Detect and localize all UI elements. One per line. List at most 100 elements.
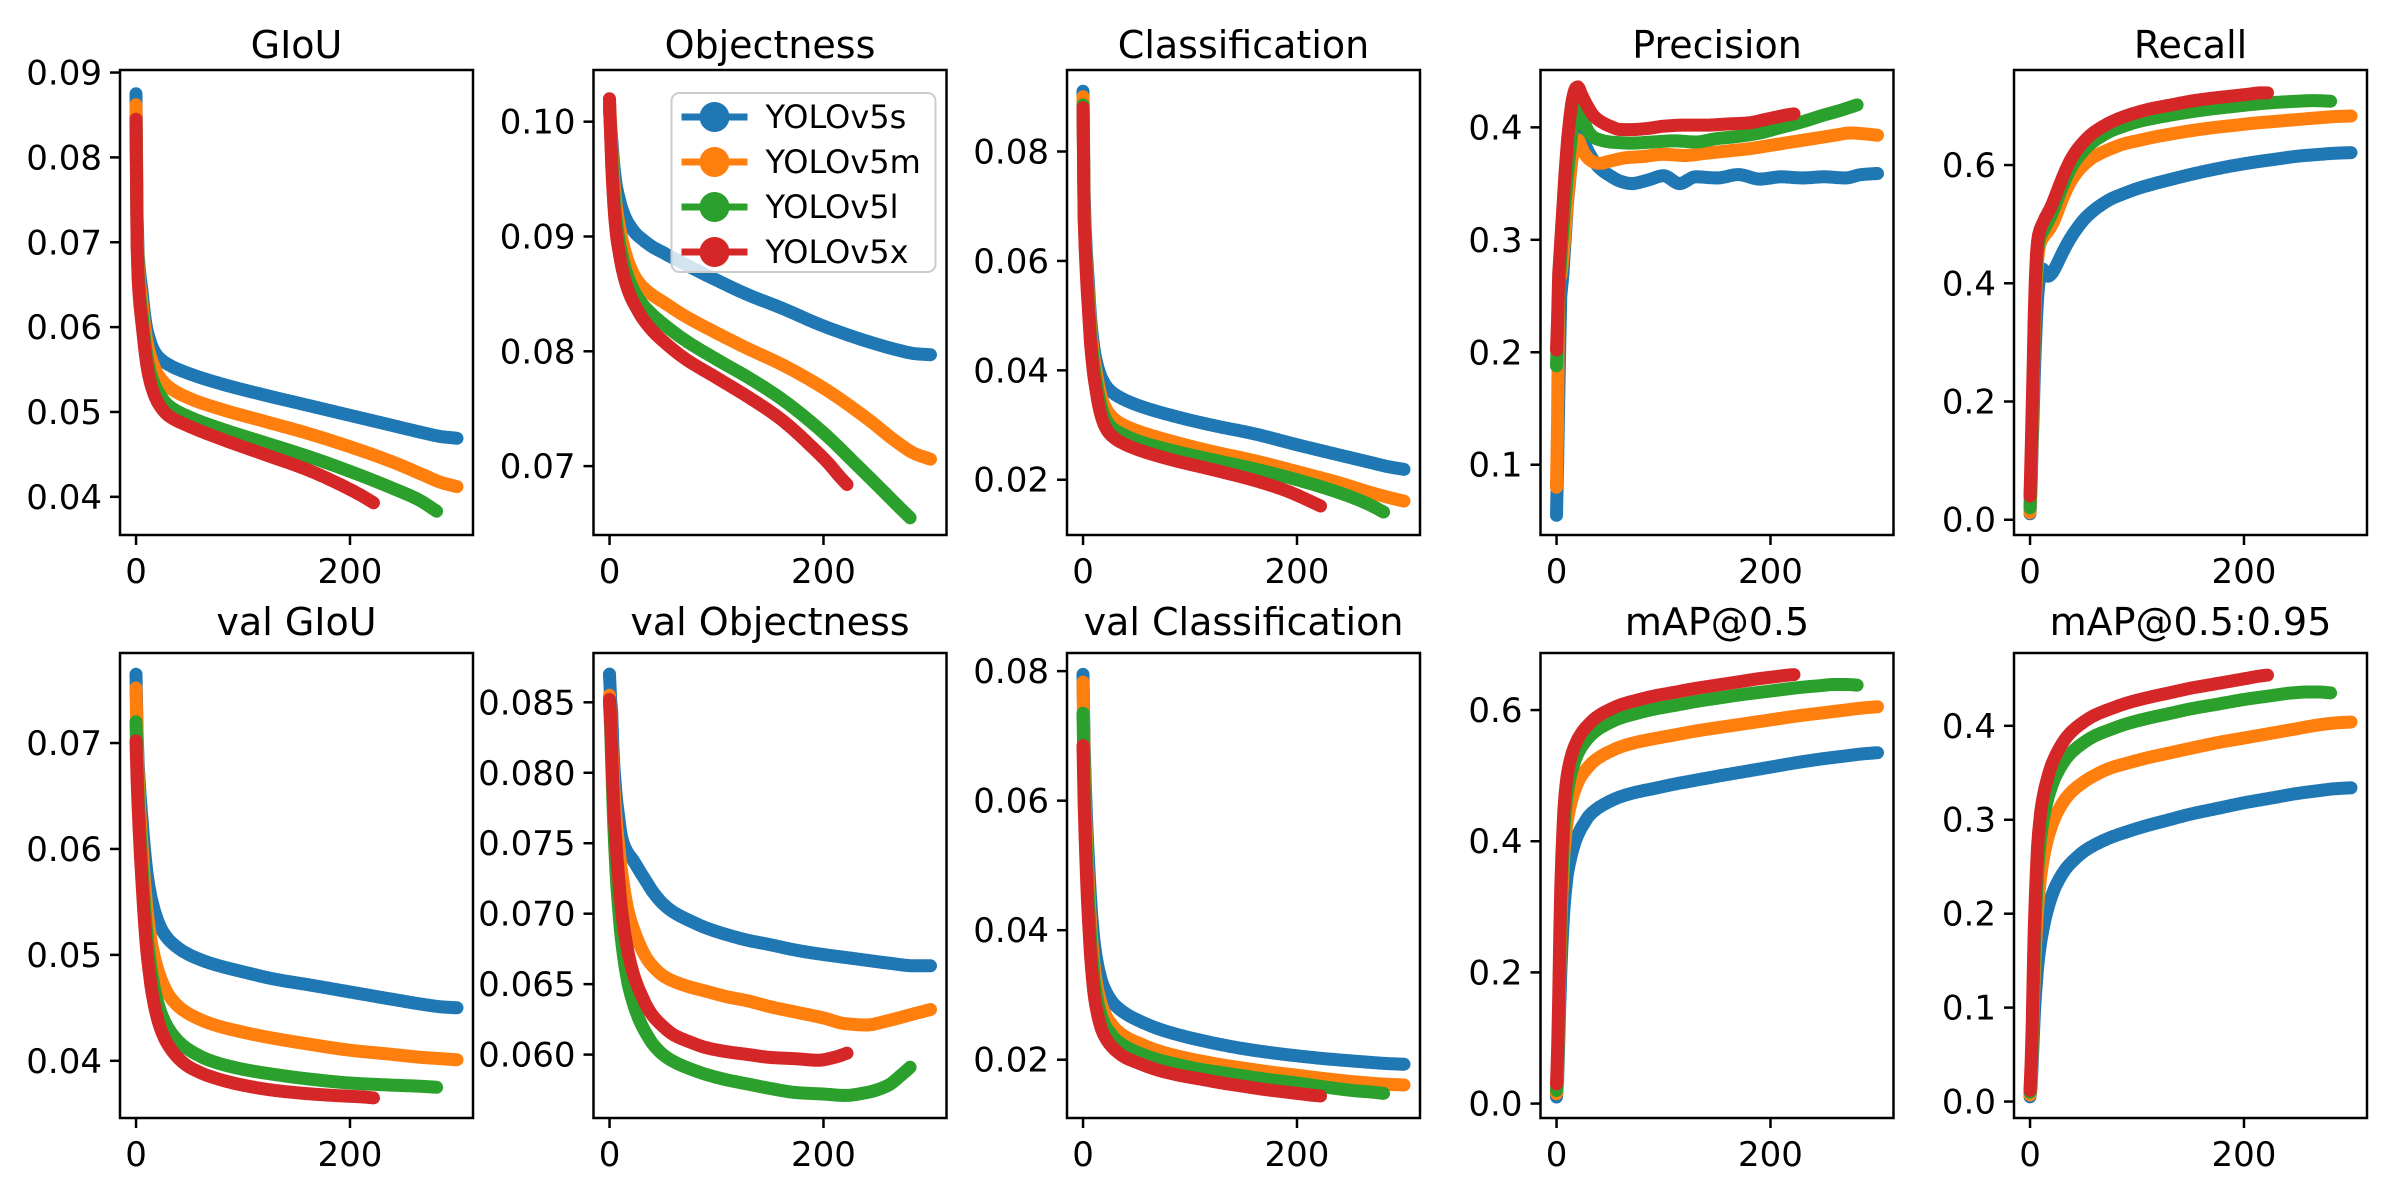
y-tick-label: 0.0 [1942,501,1996,541]
title-val-classification: val Classification [1084,600,1404,644]
y-tick-label: 0.08 [26,138,102,178]
series-yolov5s-recall [2023,146,2358,521]
subplot-titles: GIoU Objectness Classification Precision… [216,23,2331,644]
series-yolov5s-val-classification [1076,667,1411,1071]
subplot-map-0-5: 0.0 0.2 0.4 0.6 0 200 [1468,651,1895,1175]
series-yolov5x-precision [1550,80,1801,357]
series-yolov5m-val-giou [129,681,464,1067]
y-tick-label: 0.06 [973,242,1049,282]
y-tick-label: 0.2 [1468,333,1522,373]
y-tick-label: 0.065 [478,965,575,1005]
axes-spine [592,68,948,537]
x-tick-label: 0 [1072,1135,1094,1175]
y-tick-label: 0.07 [500,447,576,487]
y-tick-label: 0.07 [26,724,102,764]
y-tick-label: 0.075 [478,824,575,864]
legend-marker-dot [699,237,730,267]
x-tick-label: 200 [791,552,856,592]
x-tick-label: 200 [2212,552,2277,592]
series-yolov5x-classification [1076,101,1327,513]
y-tick-label: 0.09 [26,54,102,94]
series-yolov5s-objectness [603,103,937,362]
legend-item-yolov5l: YOLOv5l [681,188,899,226]
series-yolov5x-map-0-5-0-95 [2023,668,2274,1097]
subplot-recall: 0.0 0.2 0.4 0.6 0 200 [1942,68,2369,592]
series-yolov5s-classification [1076,84,1411,476]
series-yolov5m-classification [1076,90,1411,508]
y-tick-label: 0.10 [500,103,576,143]
title-val-giou: val GIoU [216,600,376,644]
legend: YOLOv5s YOLOv5m YOLOv5l YOLOv5x [670,92,937,273]
legend-item-yolov5m: YOLOv5m [681,143,921,181]
title-giou: GIoU [251,23,343,67]
x-tick-label: 200 [2212,1135,2277,1175]
legend-label: YOLOv5m [765,143,921,181]
y-tick-label: 0.08 [973,133,1049,173]
y-tick-label: 0.07 [26,223,102,263]
x-tick-label: 0 [1546,552,1568,592]
y-tick-label: 0.1 [1942,989,1996,1029]
axes-spine [1539,68,1895,537]
axes-spine [2012,68,2369,537]
y-tick-label: 0.04 [26,478,102,518]
series-yolov5x-giou [129,112,380,510]
y-tick-label: 0.4 [1468,108,1522,148]
series-yolov5s-val-objectness [603,667,937,973]
title-precision: Precision [1632,23,1802,67]
y-tick-label: 0.06 [973,782,1049,822]
y-tick-label: 0.3 [1468,221,1522,261]
y-tick-label: 0.1 [1468,446,1522,486]
x-tick-label: 0 [1072,552,1094,592]
series-yolov5l-map-0-5-0-95 [2023,685,2338,1099]
y-tick-label: 0.04 [26,1042,102,1082]
legend-item-yolov5x: YOLOv5x [681,233,909,271]
x-tick-label: 200 [318,1135,383,1175]
y-tick-label: 0.4 [1468,822,1522,862]
legend-marker-dot [699,192,730,222]
y-tick-label: 0.070 [478,895,575,935]
y-tick-label: 0.0 [1942,1083,1996,1123]
y-tick-label: 0.06 [26,308,102,348]
x-tick-label: 0 [599,552,621,592]
legend-label: YOLOv5x [765,233,909,271]
title-recall: Recall [2134,23,2247,67]
y-tick-label: 0.02 [973,1041,1049,1081]
series-yolov5m-recall [2023,109,2358,520]
x-tick-label: 0 [599,1135,621,1175]
axes-spine [118,651,475,1120]
axes-spine [118,68,475,537]
series-yolov5l-giou [129,114,444,518]
series-yolov5s-giou [129,87,464,445]
x-tick-label: 200 [1265,552,1330,592]
legend-item-yolov5s: YOLOv5s [681,98,906,136]
x-tick-label: 200 [1265,1135,1330,1175]
plot-area [2014,70,2367,535]
series-yolov5s-val-giou [129,667,464,1015]
subplot-map-0-5-0-95: 0.0 0.1 0.2 0.3 0.4 0 200 [1942,651,2369,1175]
subplot-val-giou: 0.04 0.05 0.06 0.07 0 200 [26,651,475,1175]
title-map50-95: mAP@0.5:0.95 [2050,600,2332,644]
y-tick-label: 0.05 [26,393,102,433]
title-objectness: Objectness [665,23,876,67]
series-yolov5l-precision [1550,98,1864,373]
y-tick-label: 0.04 [973,911,1049,951]
y-tick-label: 0.3 [1942,801,1996,841]
x-tick-label: 200 [1738,1135,1803,1175]
y-tick-label: 0.6 [1942,146,1996,186]
y-tick-label: 0.0 [1468,1085,1522,1125]
y-tick-label: 0.2 [1942,895,1996,935]
series-yolov5l-map-0-5 [1550,678,1864,1097]
x-tick-label: 0 [2019,1135,2041,1175]
x-tick-label: 200 [791,1135,856,1175]
y-tick-label: 0.6 [1468,691,1522,731]
series-yolov5x-map-0-5 [1550,668,1801,1091]
y-tick-label: 0.04 [973,351,1049,391]
y-tick-label: 0.02 [973,461,1049,501]
axes-spine [1065,68,1422,537]
x-tick-label: 0 [125,552,147,592]
series-yolov5x-val-objectness [603,693,854,1067]
y-tick-label: 0.06 [26,830,102,870]
title-map50: mAP@0.5 [1625,600,1809,644]
y-tick-label: 0.085 [478,683,575,723]
